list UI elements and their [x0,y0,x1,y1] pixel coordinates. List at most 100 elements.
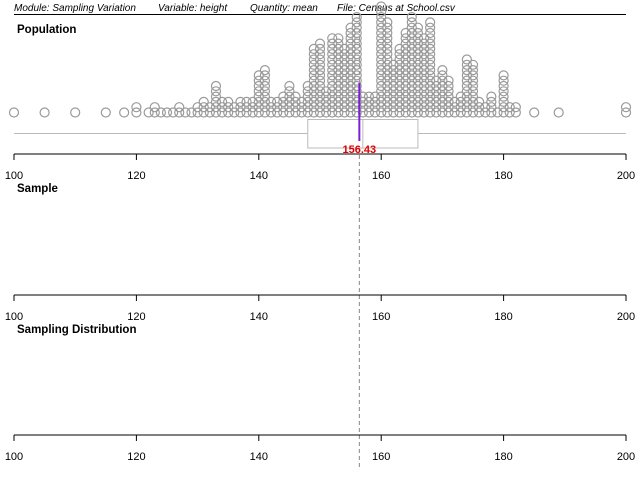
population-dot [394,64,405,76]
population-dot [418,43,430,55]
population-dot [498,102,509,113]
population-dot [308,102,319,113]
axis-tick-label: 100 [5,451,23,463]
population-dot [437,107,448,118]
population-dot [321,91,332,102]
population-dot [345,86,356,97]
population-dot [131,107,142,118]
population-dot [467,102,479,113]
population-dot [418,33,430,44]
population-dot [412,27,424,39]
population-dot [620,107,632,118]
population-dot [376,38,387,49]
population-dot [498,75,509,86]
population-dot [314,54,326,65]
population-dot [382,49,393,60]
population-dot [327,96,338,108]
population-dot [376,33,387,44]
population-dot [400,33,411,44]
population-dot [412,22,424,33]
population-dot [308,64,319,76]
population-dot [418,96,430,108]
population-dot [455,107,466,118]
population-dot [327,107,338,118]
population-dot [327,43,338,55]
population-dot [376,17,387,28]
population-dot [406,43,417,55]
population-dot [351,17,362,28]
population-dot [351,27,362,39]
population-dot [474,96,485,108]
population-dot [425,54,436,65]
population-dot [339,64,350,76]
population-dot [412,86,424,97]
population-dot [314,86,326,97]
population-dot [406,49,417,60]
population-dot [308,70,319,81]
population-dot [259,91,271,102]
population-dot [553,107,564,118]
population-dot [327,91,338,102]
population-dot [161,107,173,118]
population-dot [302,86,313,97]
population-dot [400,96,411,108]
population-dot [119,107,130,118]
population-dot [376,6,387,17]
population-dot [333,70,344,81]
axis-tick-label: 100 [5,311,23,323]
population-dot [400,86,411,97]
population-dot [345,96,356,108]
population-dot [357,91,368,102]
population-dot [492,107,503,118]
population-dot [425,107,436,118]
population-dot [314,49,326,60]
population-dot [351,43,362,55]
population-dot [363,96,375,108]
population-dot [418,49,430,60]
population-dot [278,96,289,108]
population-dot [376,27,387,39]
population-dot [290,91,301,102]
population-dot [351,54,362,65]
population-panel: Population 156.43 100 120 140 160 180 200 [5,1,635,182]
population-dot [406,38,417,49]
population-dot [210,102,222,113]
population-dot [418,70,430,81]
population-dot [418,91,430,102]
population-dot [376,59,387,70]
population-dot [394,43,405,55]
population-dot [620,102,632,113]
population-dot [351,38,362,49]
population-dot [259,102,271,113]
population-dot [382,64,393,76]
population-dot [467,64,479,76]
population-dot [345,27,356,39]
population-dot [314,96,326,108]
population-dot [376,1,387,12]
population-dot [461,86,472,97]
population-dot [198,107,209,118]
population-dot [333,96,344,108]
population-dot [204,107,215,118]
population-dot [168,107,179,118]
population-dot [498,107,509,118]
population-dot [235,96,246,108]
population-dot [418,38,430,49]
population-dot [394,75,405,86]
population-dot [284,102,295,113]
header-module: Module: Sampling Variation [14,3,136,14]
axis-tick-label: 100 [5,170,23,182]
population-dot [425,27,436,39]
population-dot [431,102,442,113]
population-dot [253,102,264,113]
population-dot [406,17,417,28]
population-dot [461,102,472,113]
population-dot [461,54,472,65]
population-dot [461,80,472,92]
population-dot [418,64,430,76]
population-dot [333,75,344,86]
population-dot [406,91,417,102]
population-dot [376,86,387,97]
population-dot [357,107,368,118]
